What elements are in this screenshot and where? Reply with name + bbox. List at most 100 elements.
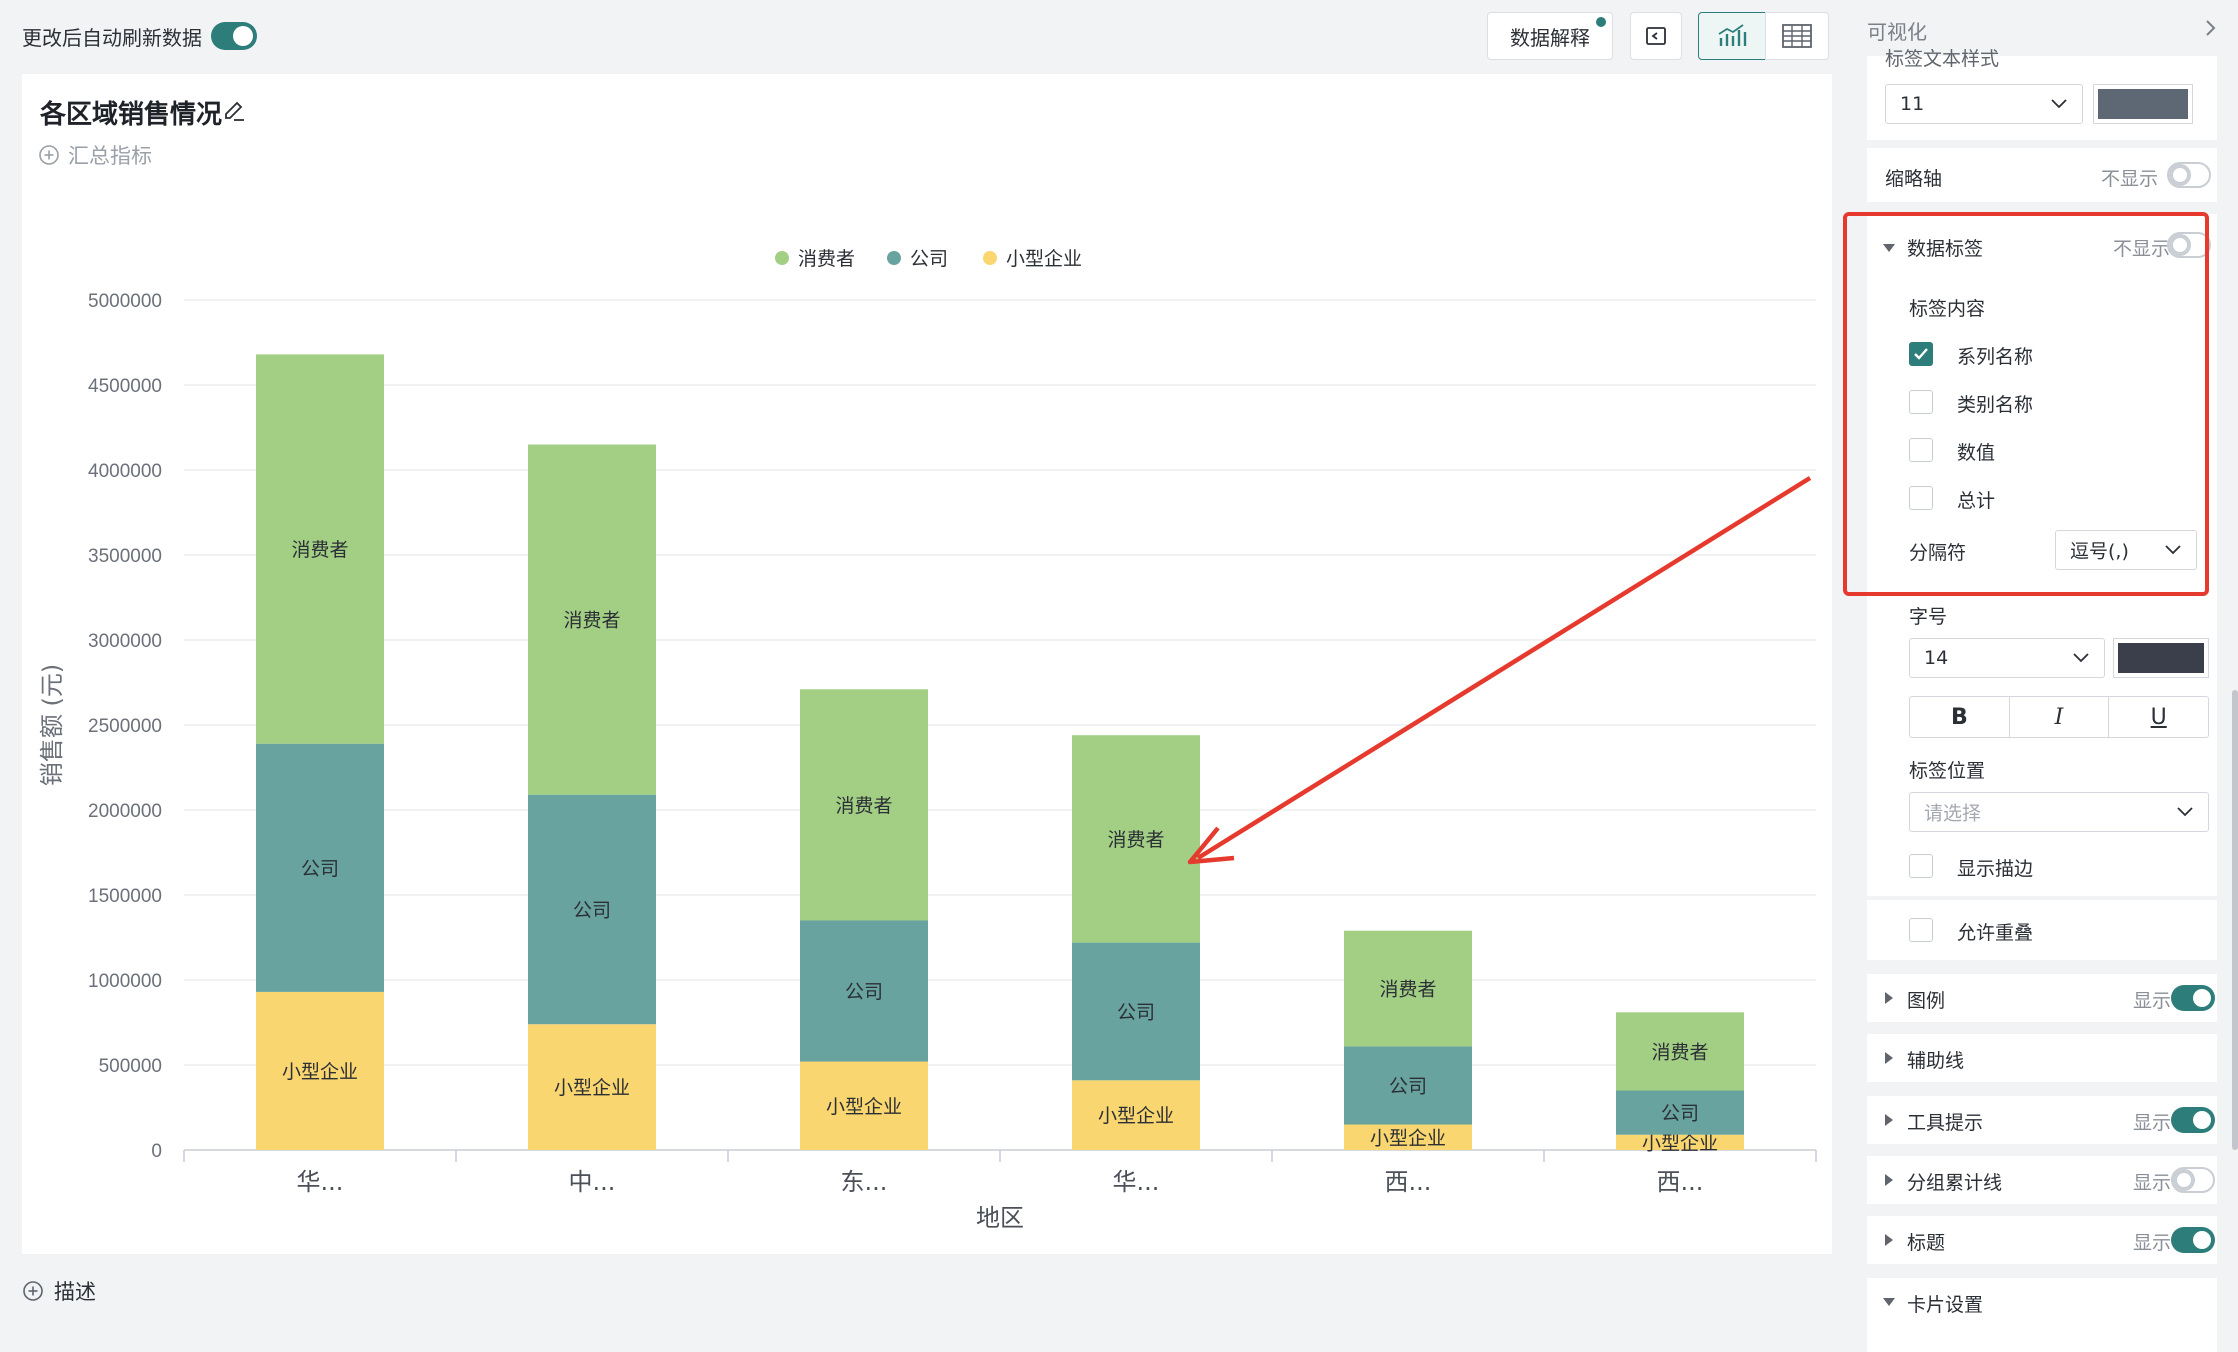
- title-toggle[interactable]: [2171, 1227, 2215, 1253]
- separator-select[interactable]: 逗号(,): [2055, 530, 2197, 570]
- section-cumulative-label: 分组累计线: [1907, 1172, 2003, 1194]
- y-tick-label: 500000: [99, 1056, 162, 1077]
- tooltip-section[interactable]: 工具提示 显示: [1867, 1096, 2217, 1144]
- add-description[interactable]: 描述: [22, 1276, 96, 1306]
- cumulative-toggle[interactable]: [2171, 1167, 2215, 1193]
- bold-button[interactable]: B: [1910, 697, 2010, 737]
- title-section[interactable]: 标题 显示: [1867, 1216, 2217, 1264]
- bar-data-label: 公司: [301, 858, 339, 880]
- x-tick-label: 华...: [297, 1168, 344, 1196]
- checkbox-category-name[interactable]: [1909, 390, 1933, 414]
- panel-scrollbar[interactable]: [2232, 690, 2238, 1150]
- checkbox-allow-overlap[interactable]: [1909, 918, 1933, 942]
- data-explain-label: 数据解释: [1510, 25, 1590, 50]
- panel-title: 可视化: [1867, 20, 1927, 44]
- thumb-axis-state: 不显示: [2101, 168, 2159, 190]
- group-cumulative-section[interactable]: 分组累计线 显示: [1867, 1156, 2217, 1204]
- y-tick-label: 2000000: [88, 801, 162, 822]
- chart-view-button[interactable]: [1698, 12, 1766, 60]
- font-color-fill: [2118, 643, 2204, 673]
- font-color-picker[interactable]: [2113, 638, 2209, 678]
- y-tick-label: 0: [151, 1141, 162, 1162]
- table-view-button[interactable]: [1765, 12, 1829, 60]
- section-title-state: 显示: [2133, 1232, 2172, 1254]
- bar-data-label: 消费者: [835, 795, 892, 817]
- checkbox-series-name[interactable]: [1909, 342, 1933, 366]
- tooltip-toggle[interactable]: [2171, 1107, 2215, 1133]
- font-size-select[interactable]: 14: [1909, 638, 2105, 678]
- italic-button[interactable]: I: [2010, 697, 2110, 737]
- label-text-style-section: 标签文本样式 11: [1867, 48, 2217, 140]
- font-size-value: 14: [1924, 647, 1949, 669]
- checkbox-total[interactable]: [1909, 486, 1933, 510]
- chevron-down-icon: [2073, 653, 2089, 663]
- bar-data-label: 公司: [1117, 1001, 1155, 1023]
- table-icon: [1782, 24, 1812, 48]
- auxiliary-line-section[interactable]: 辅助线: [1867, 1034, 2217, 1082]
- bar-segment: [1344, 1124, 1472, 1150]
- allow-overlap-label: 允许重叠: [1957, 922, 2034, 944]
- bar-segment: [528, 1024, 656, 1150]
- bar-segment: [528, 444, 656, 795]
- bar-data-label: 小型企业: [826, 1096, 902, 1118]
- data-labels-section: 数据标签 不显示 标签内容 系列名称 类别名称 数值 总计 分隔符 逗号(,): [1867, 214, 2217, 586]
- section-aux-label: 辅助线: [1907, 1050, 1965, 1072]
- label-font-section: 字号 14 B I U 标签位置 请选择 显示描边: [1867, 586, 2217, 896]
- x-tick-label: 东...: [841, 1168, 888, 1196]
- notification-dot: [1596, 17, 1606, 27]
- y-tick-label: 4500000: [88, 376, 162, 397]
- allow-overlap-section: 允许重叠: [1867, 900, 2217, 960]
- bar-data-label: 消费者: [1379, 979, 1436, 1001]
- description-label: 描述: [54, 1280, 96, 1304]
- checkbox-show-stroke[interactable]: [1909, 854, 1933, 878]
- collapse-caret-icon[interactable]: [1883, 244, 1895, 252]
- option-series-name: 系列名称: [1957, 346, 2034, 368]
- chart-title[interactable]: 各区域销售情况: [40, 100, 223, 130]
- y-tick-label: 1000000: [88, 971, 162, 992]
- auto-refresh-toggle[interactable]: [211, 22, 257, 50]
- label-font-size-select[interactable]: 11: [1885, 84, 2083, 124]
- top-toolbar: 更改后自动刷新数据 数据解释: [0, 0, 1845, 72]
- data-explain-button[interactable]: 数据解释: [1487, 12, 1613, 60]
- font-size-label: 字号: [1909, 606, 1948, 628]
- expand-caret-icon: [1885, 1052, 1893, 1064]
- edit-pencil-icon[interactable]: [222, 98, 246, 122]
- y-axis-title: 销售额 (元): [38, 664, 66, 786]
- bar-segment: [1072, 1080, 1200, 1150]
- chevron-down-icon: [2177, 807, 2193, 817]
- chevron-right-icon[interactable]: [2200, 18, 2220, 38]
- thumb-axis-toggle[interactable]: [2167, 162, 2211, 188]
- add-summary-metric[interactable]: 汇总指标: [38, 140, 152, 170]
- underline-button[interactable]: U: [2109, 697, 2208, 737]
- section-tooltip-state: 显示: [2133, 1112, 2172, 1134]
- bar-data-label: 消费者: [1651, 1041, 1708, 1063]
- y-tick-label: 2500000: [88, 716, 162, 737]
- y-tick-label: 5000000: [88, 291, 162, 312]
- section-title-label: 标题: [1907, 1232, 1946, 1254]
- chevron-down-icon: [2051, 99, 2067, 109]
- card-settings-label: 卡片设置: [1907, 1294, 1984, 1316]
- summary-label: 汇总指标: [68, 144, 152, 168]
- card-settings-section[interactable]: 卡片设置: [1867, 1278, 2217, 1352]
- legend-section[interactable]: 图例 显示: [1867, 974, 2217, 1022]
- bar-segment: [256, 991, 384, 1150]
- chart-card: 0 500000 1000000 1500000 2000000 2500000 30000…: [22, 74, 1832, 1254]
- label-color-picker[interactable]: [2093, 84, 2193, 124]
- bar-data-label: 消费者: [563, 610, 620, 632]
- auto-refresh-label: 更改后自动刷新数据: [22, 26, 202, 50]
- bar-data-label: 小型企业: [282, 1061, 358, 1083]
- bar-chart-icon: [1718, 24, 1747, 46]
- fullscreen-button[interactable]: [1630, 12, 1682, 60]
- checkbox-value[interactable]: [1909, 438, 1933, 462]
- thumb-axis-section: 缩略轴 不显示: [1867, 148, 2217, 202]
- bar-data-label: 小型企业: [554, 1077, 630, 1099]
- label-position-select[interactable]: 请选择: [1909, 792, 2209, 832]
- underline-glyph: U: [2150, 704, 2167, 730]
- section-cumulative-state: 显示: [2133, 1172, 2172, 1194]
- data-labels-title: 数据标签: [1907, 238, 1984, 260]
- bar-data-label: 消费者: [291, 539, 348, 561]
- chevron-down-icon: [2165, 545, 2181, 555]
- font-style-group: B I U: [1909, 696, 2209, 738]
- legend-toggle[interactable]: [2171, 985, 2215, 1011]
- data-labels-toggle[interactable]: [2167, 232, 2211, 258]
